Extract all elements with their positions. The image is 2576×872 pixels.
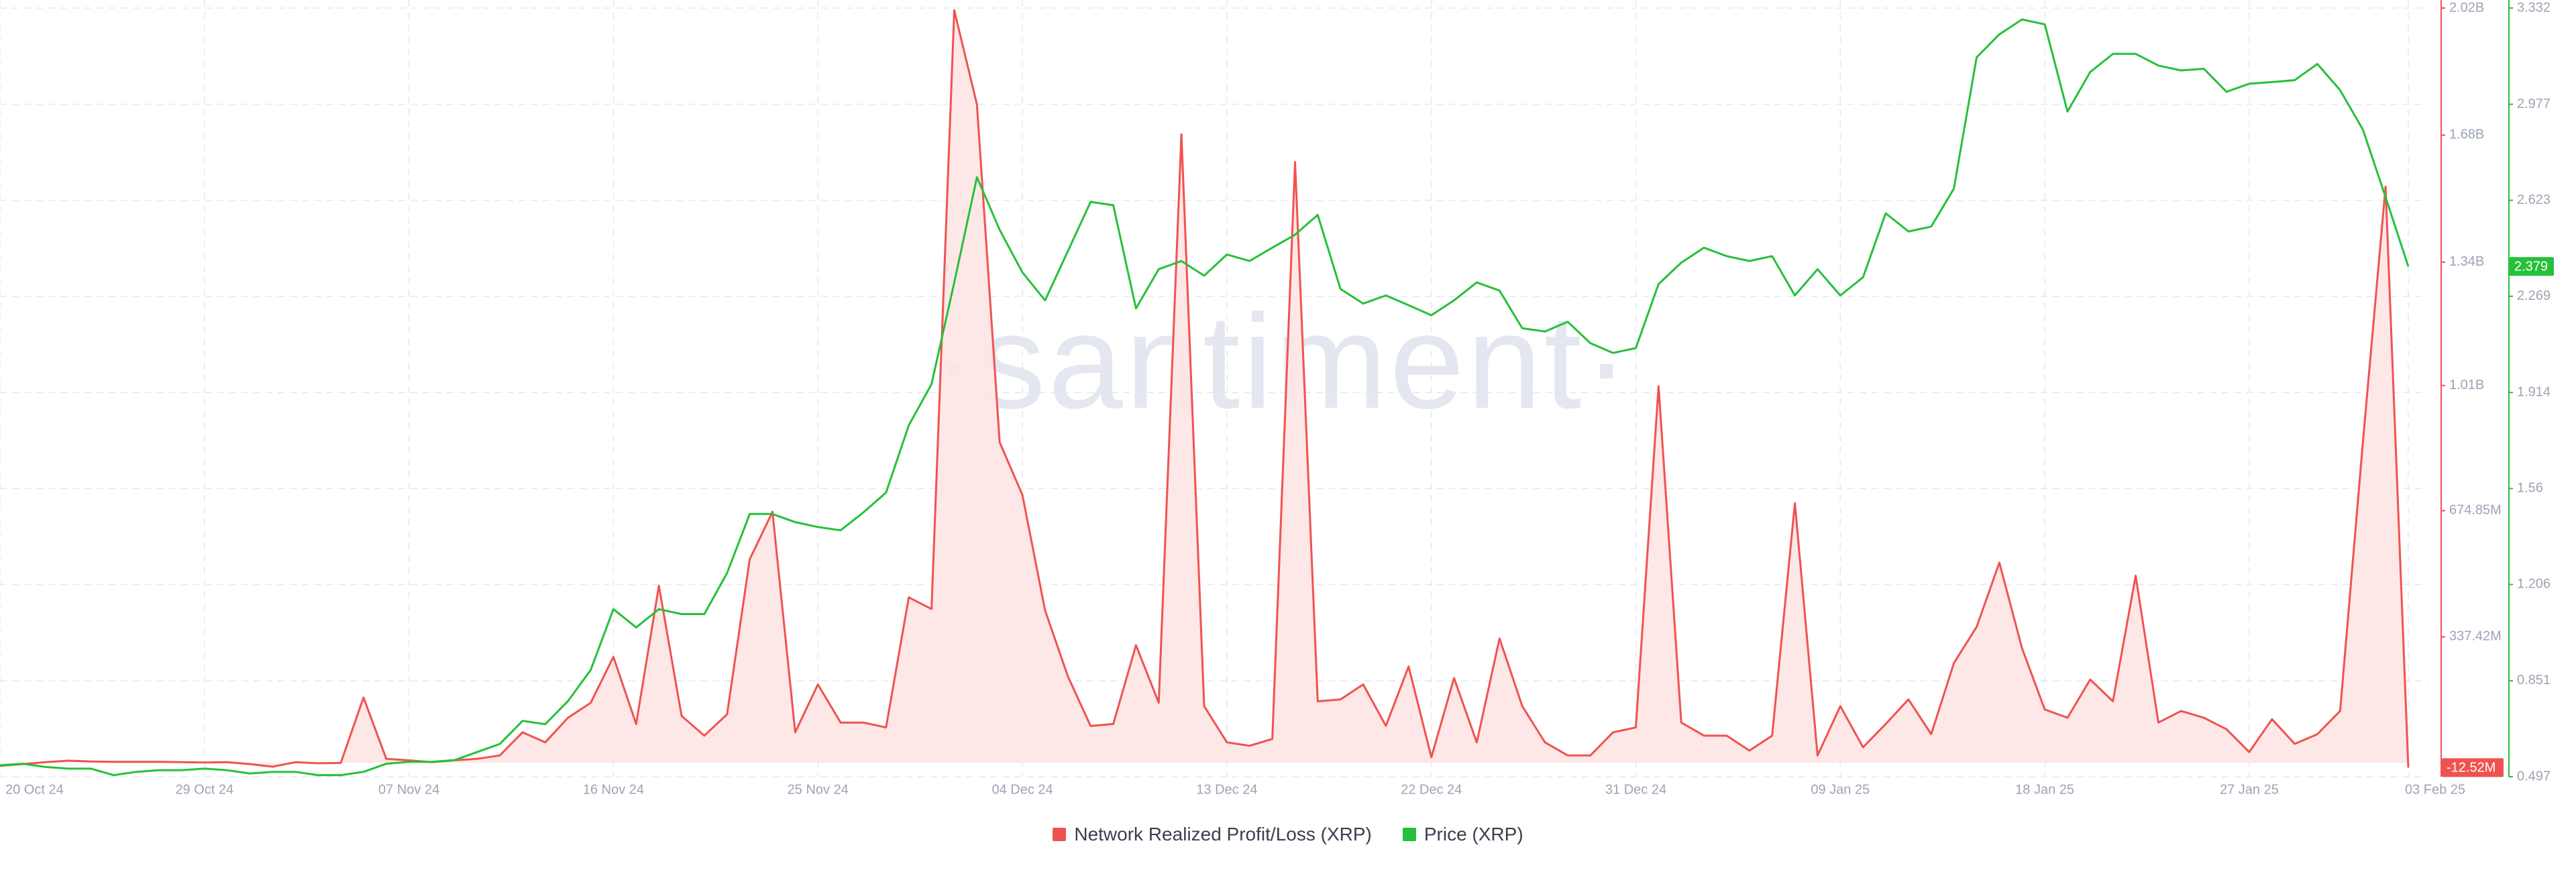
legend: Network Realized Profit/Loss (XRP) Price … [0, 824, 2576, 845]
x-tick-label: 16 Nov 24 [583, 782, 644, 797]
y-tick-label: 2.02B [2449, 0, 2484, 15]
x-tick-label: 31 Dec 24 [1605, 782, 1666, 797]
y2-tick-label: 2.269 [2517, 288, 2551, 303]
x-tick-label: 04 Dec 24 [991, 782, 1053, 797]
value-label-box [2510, 257, 2554, 276]
legend-item[interactable]: Price (XRP) [1402, 824, 1523, 845]
y-tick-label: 337.42M [2449, 629, 2502, 644]
value-label: -12.52M [2442, 758, 2504, 777]
x-tick-label: 29 Oct 24 [175, 782, 233, 797]
legend-swatch [1402, 828, 1416, 841]
value-label-text: 2.379 [2514, 260, 2548, 274]
value-label-text: -12.52M [2447, 761, 2496, 775]
y-tick-label: 1.34B [2449, 254, 2484, 269]
y2-tick-label: 0.851 [2517, 673, 2551, 688]
series-line [0, 9, 2410, 768]
y2-tick-label: 2.977 [2517, 97, 2551, 111]
legend-label: Network Realized Profit/Loss (XRP) [1074, 824, 1372, 844]
y2-tick-label: 1.206 [2517, 577, 2551, 592]
x-tick-label: 13 Dec 24 [1196, 782, 1257, 797]
value-label-box [2442, 758, 2504, 777]
x-tick-label: 22 Dec 24 [1401, 782, 1462, 797]
x-tick-label: 27 Jan 25 [2220, 782, 2279, 797]
y2-tick-label: 3.332 [2517, 0, 2551, 15]
x-tick-label: 18 Jan 25 [2015, 782, 2074, 797]
y-tick-label: 1.01B [2449, 378, 2484, 392]
y-tick-label: 1.68B [2449, 127, 2484, 142]
watermark: ·santiment· [931, 287, 1631, 437]
series-line [0, 18, 2410, 777]
y2-tick-label: 0.497 [2517, 769, 2551, 783]
value-label: 2.379 [2510, 257, 2554, 276]
x-tick-label: 25 Nov 24 [788, 782, 849, 797]
legend-swatch [1053, 828, 1067, 841]
x-tick-label: 07 Nov 24 [378, 782, 439, 797]
legend-item[interactable]: Network Realized Profit/Loss (XRP) [1053, 824, 1372, 845]
y2-tick-label: 1.914 [2517, 384, 2551, 399]
legend-label: Price (XRP) [1424, 824, 1523, 844]
y2-tick-label: 2.623 [2517, 193, 2551, 207]
y2-tick-label: 1.56 [2517, 481, 2543, 496]
x-tick-label: 09 Jan 25 [1811, 782, 1870, 797]
x-tick-label: 20 Oct 24 [5, 782, 64, 797]
y-tick-label: 674.85M [2449, 503, 2502, 518]
x-tick-label: 03 Feb 25 [2405, 782, 2465, 797]
